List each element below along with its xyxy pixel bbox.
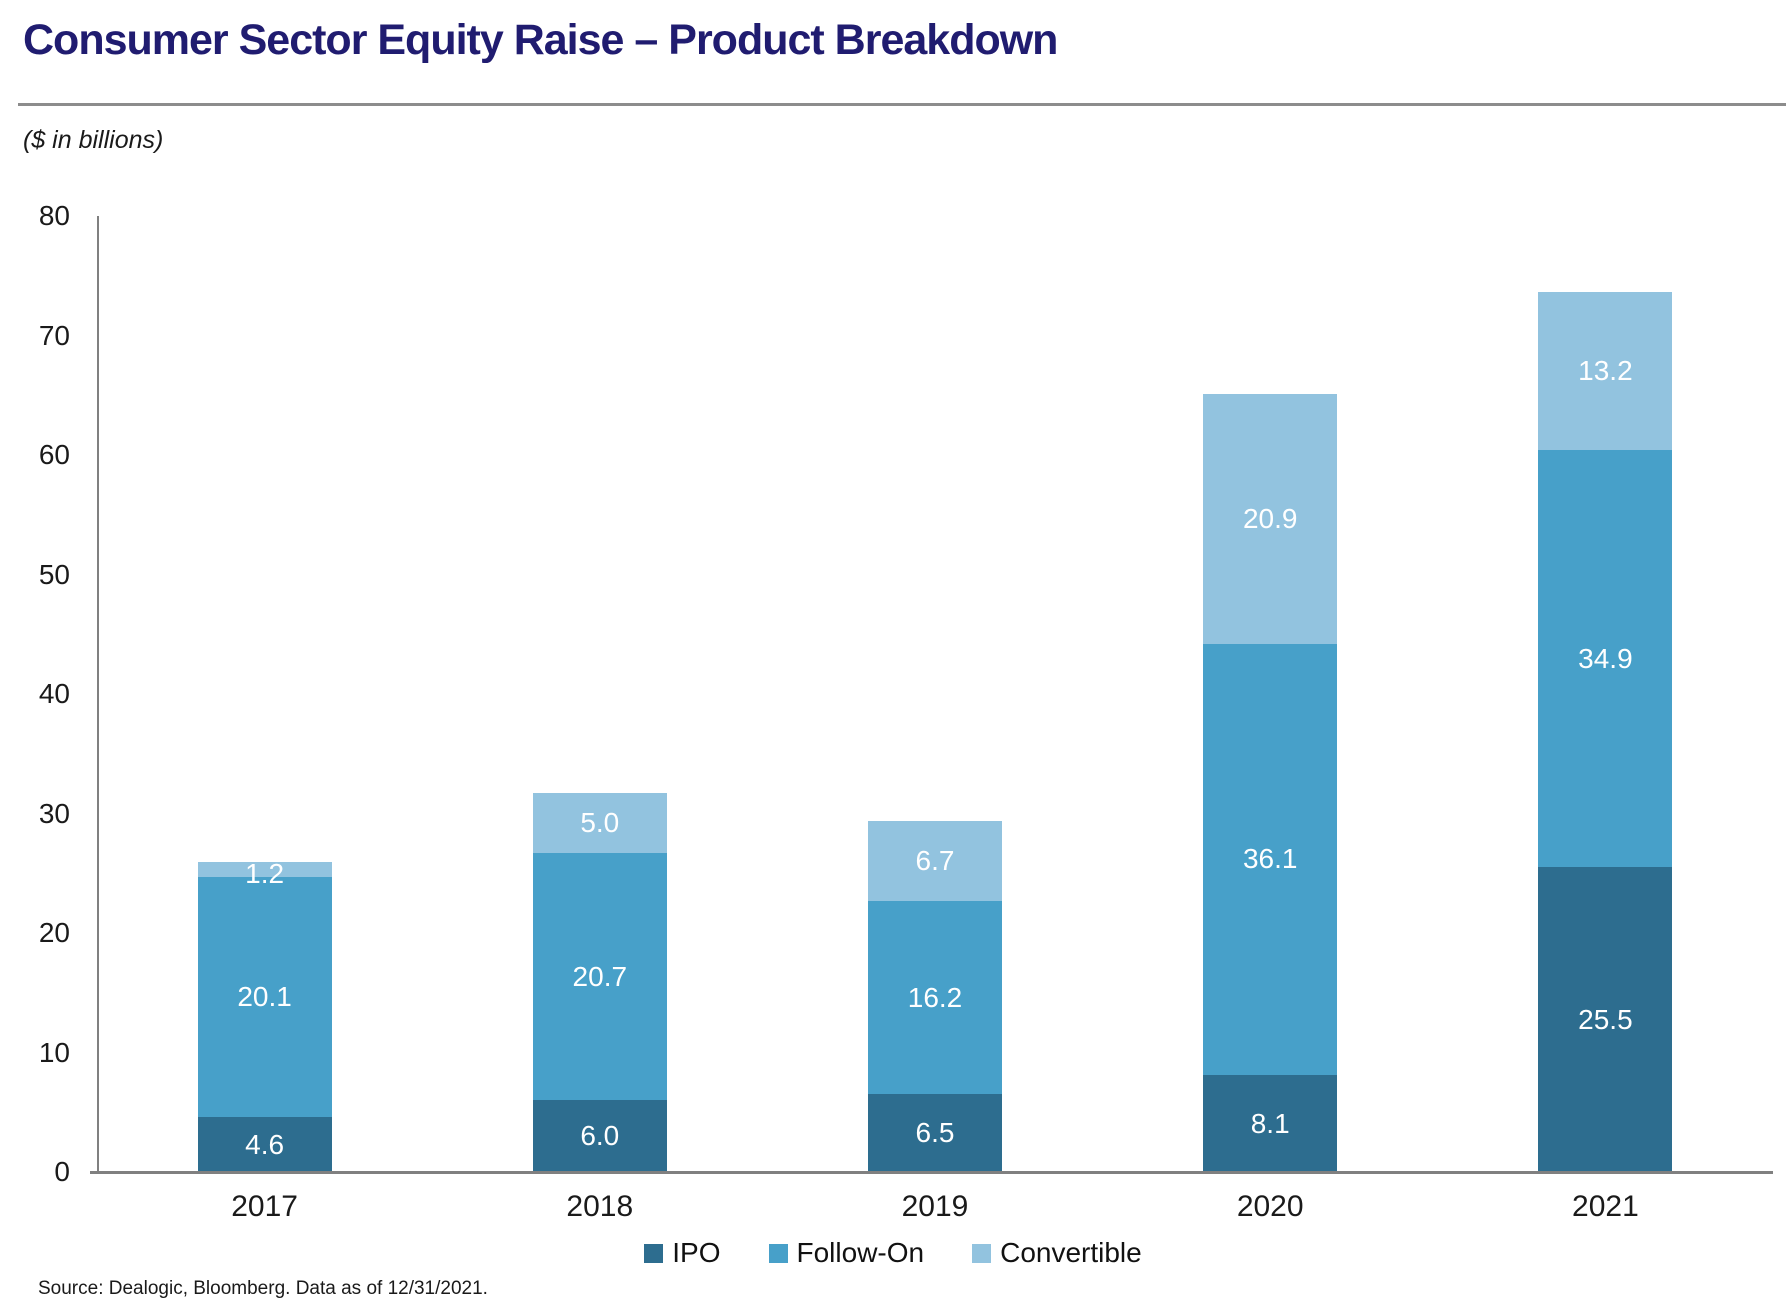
x-tick-label-2020: 2020: [1236, 1190, 1304, 1223]
bar-value-label: 1.2: [245, 858, 285, 890]
y-tick-label: 70: [38, 319, 70, 351]
source-note: Source: Dealogic, Bloomberg. Data as of …: [38, 1278, 488, 1299]
bar-segment-follow-on-2019: 16.2: [868, 900, 1002, 1095]
legend-item-ipo: IPO: [644, 1237, 721, 1269]
bar-value-label: 20.1: [237, 980, 292, 1012]
bar-segment-follow-on-2021: 34.9: [1538, 450, 1673, 868]
legend-swatch-icon: [972, 1243, 992, 1263]
bar-value-label: 6.7: [915, 844, 955, 876]
legend-label: IPO: [672, 1237, 721, 1268]
y-tick-label: 30: [38, 797, 70, 829]
bar-segment-ipo-2017: 4.6: [197, 1117, 332, 1172]
y-axis-line: [97, 216, 99, 1172]
bar-segment-ipo-2021: 25.5: [1538, 867, 1673, 1172]
bar-segment-convertible-2018: 5.0: [532, 793, 667, 853]
y-tick-label: 50: [38, 558, 70, 590]
y-tick-label: 60: [38, 439, 70, 470]
bar-segment-convertible-2019: 6.7: [868, 820, 1002, 901]
bar-segment-ipo-2019: 6.5: [868, 1094, 1002, 1172]
bar-value-label: 25.5: [1578, 1003, 1633, 1035]
bar-value-label: 6.0: [580, 1120, 620, 1152]
legend-item-follow-on: Follow-On: [768, 1237, 925, 1269]
x-tick-label-2017: 2017: [231, 1190, 298, 1223]
y-tick-label: 40: [38, 678, 70, 709]
bar-segment-convertible-2020: 20.9: [1203, 394, 1338, 644]
bar-value-label: 13.2: [1578, 355, 1633, 387]
units-note: ($ in billions): [23, 126, 164, 154]
bar-segment-ipo-2018: 6.0: [532, 1100, 667, 1172]
bar-segment-follow-on-2020: 36.1: [1203, 643, 1338, 1076]
bar-segment-follow-on-2018: 20.7: [532, 852, 667, 1101]
y-tick-label: 80: [38, 200, 70, 231]
bar-value-label: 4.6: [245, 1128, 285, 1160]
chart-legend: IPO Follow-On Convertible: [0, 1237, 1786, 1269]
bar-segment-ipo-2020: 8.1: [1203, 1075, 1338, 1172]
bar-value-label: 6.5: [915, 1117, 955, 1149]
x-tick-label-2018: 2018: [566, 1190, 634, 1223]
bar-segment-follow-on-2017: 20.1: [197, 876, 332, 1118]
legend-item-convertible: Convertible: [972, 1237, 1142, 1269]
bar-value-label: 16.2: [907, 981, 963, 1013]
legend-label: Convertible: [1000, 1237, 1142, 1268]
bar-value-label: 36.1: [1242, 843, 1298, 875]
y-tick-label: 10: [38, 1036, 70, 1068]
title-separator-line: [18, 103, 1786, 106]
bar-segment-convertible-2017: 1.2: [197, 858, 332, 889]
legend-swatch-icon: [768, 1243, 788, 1263]
bar-value-label: 5.0: [580, 807, 620, 839]
page-title: Consumer Sector Equity Raise – Product B…: [23, 16, 1058, 64]
x-tick-label-2019: 2019: [901, 1190, 969, 1223]
x-tick-label-2021: 2021: [1572, 1190, 1639, 1223]
legend-swatch-icon: [644, 1243, 664, 1263]
legend-label: Follow-On: [796, 1237, 925, 1268]
y-tick-label: 20: [38, 917, 70, 948]
y-tick-label: 0: [54, 1156, 70, 1187]
bar-value-label: 34.9: [1578, 642, 1633, 674]
bar-value-label: 20.7: [572, 960, 628, 992]
x-axis-line: [90, 1171, 1773, 1174]
bar-segment-convertible-2021: 13.2: [1538, 292, 1673, 451]
bar-value-label: 20.9: [1242, 502, 1298, 534]
bar-value-label: 8.1: [1250, 1107, 1290, 1139]
